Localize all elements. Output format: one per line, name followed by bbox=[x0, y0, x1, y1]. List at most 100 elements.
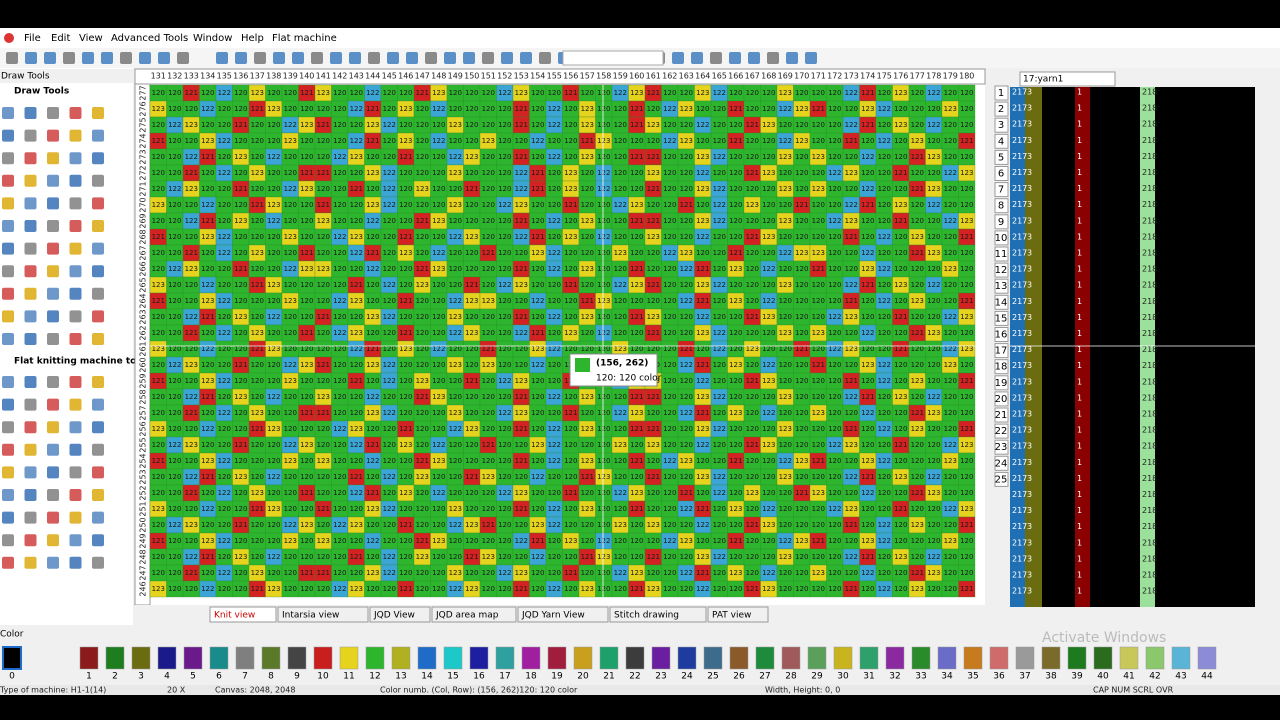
color-swatch[interactable] bbox=[313, 646, 333, 670]
tool-icon[interactable] bbox=[2, 421, 14, 434]
color-swatch[interactable] bbox=[2, 646, 22, 670]
color-swatch[interactable] bbox=[209, 646, 229, 670]
toolbar-button[interactable] bbox=[311, 52, 323, 64]
toolbar-button[interactable] bbox=[235, 52, 247, 64]
color-swatch[interactable] bbox=[1171, 646, 1191, 670]
toolbar-button[interactable] bbox=[539, 52, 551, 64]
tool-icon[interactable] bbox=[24, 174, 37, 187]
color-swatch[interactable] bbox=[1197, 646, 1217, 670]
color-swatch[interactable] bbox=[729, 646, 749, 670]
color-swatch[interactable] bbox=[911, 646, 931, 670]
tool-icon[interactable] bbox=[92, 265, 104, 278]
tool-icon[interactable] bbox=[47, 174, 59, 187]
color-swatch[interactable] bbox=[469, 646, 489, 670]
toolbar-button[interactable] bbox=[273, 52, 285, 64]
tool-icon[interactable] bbox=[92, 489, 104, 501]
tool-icon[interactable] bbox=[2, 556, 14, 569]
yarn-dropdown[interactable] bbox=[1019, 71, 1116, 87]
tool-icon[interactable] bbox=[24, 421, 37, 434]
tool-icon[interactable] bbox=[24, 511, 37, 524]
tool-icon[interactable] bbox=[24, 310, 37, 323]
color-swatch[interactable] bbox=[417, 646, 437, 670]
toolbar-button[interactable] bbox=[216, 52, 228, 64]
color-swatch[interactable] bbox=[157, 646, 177, 670]
tool-icon[interactable] bbox=[47, 489, 59, 501]
toolbar-button[interactable] bbox=[292, 52, 304, 64]
color-swatch[interactable] bbox=[989, 646, 1009, 670]
toolbar-button[interactable] bbox=[330, 52, 342, 64]
tool-icon[interactable] bbox=[69, 398, 82, 411]
tool-icon[interactable] bbox=[92, 556, 104, 569]
toolbar-button[interactable] bbox=[25, 52, 37, 64]
menu-item[interactable]: Advanced Tools bbox=[111, 33, 188, 44]
toolbar-button[interactable] bbox=[444, 52, 456, 64]
tool-icon[interactable] bbox=[2, 197, 14, 210]
toolbar-button[interactable] bbox=[6, 52, 18, 64]
color-swatch[interactable] bbox=[1093, 646, 1113, 670]
tool-icon[interactable] bbox=[69, 174, 82, 187]
tool-icon[interactable] bbox=[2, 107, 14, 119]
tool-icon[interactable] bbox=[69, 333, 82, 345]
tool-icon[interactable] bbox=[69, 534, 82, 547]
color-swatch[interactable] bbox=[1119, 646, 1139, 670]
tool-icon[interactable] bbox=[47, 511, 59, 524]
toolbar-combo[interactable] bbox=[562, 50, 664, 66]
color-swatch[interactable] bbox=[703, 646, 723, 670]
toolbar-button[interactable] bbox=[425, 52, 437, 64]
color-swatch[interactable] bbox=[339, 646, 359, 670]
tool-icon[interactable] bbox=[92, 398, 104, 411]
menu-item[interactable]: Window bbox=[193, 33, 232, 44]
menu-item[interactable]: Edit bbox=[51, 33, 70, 44]
toolbar-button[interactable] bbox=[805, 52, 817, 64]
color-swatch[interactable] bbox=[885, 646, 905, 670]
toolbar-button[interactable] bbox=[786, 52, 798, 64]
tool-icon[interactable] bbox=[24, 107, 37, 119]
tool-icon[interactable] bbox=[69, 220, 82, 232]
tool-icon[interactable] bbox=[24, 129, 37, 142]
color-swatch[interactable] bbox=[1041, 646, 1061, 670]
color-swatch[interactable] bbox=[859, 646, 879, 670]
tool-icon[interactable] bbox=[47, 107, 59, 119]
tool-icon[interactable] bbox=[24, 197, 37, 210]
tool-icon[interactable] bbox=[92, 107, 104, 119]
tool-icon[interactable] bbox=[47, 242, 59, 255]
color-swatch[interactable] bbox=[547, 646, 567, 670]
tool-icon[interactable] bbox=[92, 466, 104, 479]
menu-item[interactable]: View bbox=[79, 33, 103, 44]
tool-icon[interactable] bbox=[92, 197, 104, 210]
tool-icon[interactable] bbox=[47, 421, 59, 434]
tool-icon[interactable] bbox=[24, 443, 37, 456]
toolbar-button[interactable] bbox=[44, 52, 56, 64]
color-swatch[interactable] bbox=[521, 646, 541, 670]
tool-icon[interactable] bbox=[92, 376, 104, 388]
color-swatch[interactable] bbox=[1067, 646, 1087, 670]
tool-icon[interactable] bbox=[2, 174, 14, 187]
toolbar-button[interactable] bbox=[158, 52, 170, 64]
tool-icon[interactable] bbox=[69, 556, 82, 569]
tool-icon[interactable] bbox=[47, 556, 59, 569]
tool-icon[interactable] bbox=[69, 242, 82, 255]
tool-icon[interactable] bbox=[24, 265, 37, 278]
tool-icon[interactable] bbox=[69, 489, 82, 501]
tool-icon[interactable] bbox=[47, 534, 59, 547]
tool-icon[interactable] bbox=[92, 220, 104, 232]
tool-icon[interactable] bbox=[92, 333, 104, 345]
tool-icon[interactable] bbox=[2, 152, 14, 165]
toolbar-button[interactable] bbox=[710, 52, 722, 64]
tool-icon[interactable] bbox=[2, 220, 14, 232]
color-swatch[interactable] bbox=[391, 646, 411, 670]
tool-icon[interactable] bbox=[92, 152, 104, 165]
color-swatch[interactable] bbox=[963, 646, 983, 670]
tool-icon[interactable] bbox=[47, 466, 59, 479]
tool-icon[interactable] bbox=[24, 556, 37, 569]
tool-icon[interactable] bbox=[92, 287, 104, 300]
tool-icon[interactable] bbox=[69, 265, 82, 278]
tool-icon[interactable] bbox=[2, 310, 14, 323]
tool-icon[interactable] bbox=[24, 152, 37, 165]
tool-icon[interactable] bbox=[2, 511, 14, 524]
toolbar-button[interactable] bbox=[368, 52, 380, 64]
tool-icon[interactable] bbox=[2, 287, 14, 300]
tool-icon[interactable] bbox=[69, 152, 82, 165]
tool-icon[interactable] bbox=[24, 220, 37, 232]
color-swatch[interactable] bbox=[105, 646, 125, 670]
